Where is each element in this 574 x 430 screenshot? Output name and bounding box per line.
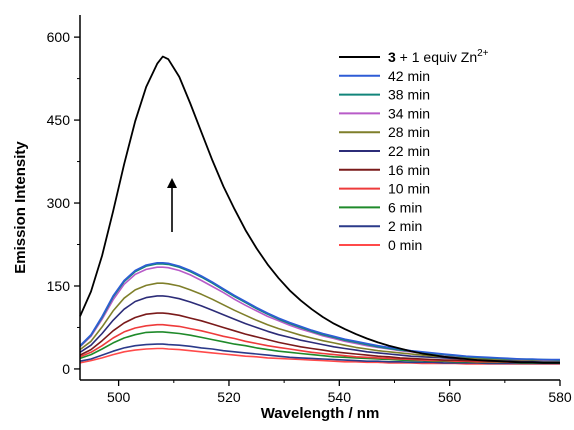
x-tick-label: 540 <box>328 389 352 405</box>
y-tick-label: 450 <box>47 112 71 128</box>
y-axis-title: Emission Intensity <box>12 141 29 274</box>
legend-label: 2 min <box>388 218 422 234</box>
arrow-head <box>167 178 177 188</box>
legend-label: 42 min <box>388 68 430 84</box>
x-tick-label: 500 <box>107 389 131 405</box>
increase-arrow <box>167 178 177 232</box>
x-tick-label: 560 <box>438 389 462 405</box>
series-line-1 <box>79 261 560 361</box>
legend-label: 16 min <box>388 162 430 178</box>
legend-label: 34 min <box>388 105 430 121</box>
legend: 3 + 1 equiv Zn2+ 42 min 38 min 34 min 28 min… <box>339 48 489 253</box>
series-line-10 <box>79 347 560 365</box>
legend-label: 22 min <box>388 143 430 159</box>
legend-label: 38 min <box>388 87 430 103</box>
x-tick-label: 520 <box>217 389 241 405</box>
legend-label: 0 min <box>388 237 422 253</box>
series-lines <box>79 55 561 365</box>
legend-label: 3 + 1 equiv Zn2+ <box>388 48 489 65</box>
legend-label: 28 min <box>388 124 430 140</box>
series-line-5 <box>79 295 560 363</box>
y-tick-label: 0 <box>62 361 70 377</box>
y-tick-label: 600 <box>47 29 71 45</box>
x-axis-title: Wavelength / nm <box>261 405 380 422</box>
series-line-7 <box>79 323 560 364</box>
y-tick-label: 150 <box>47 278 71 294</box>
series-line-0 <box>79 55 560 364</box>
axes: 500 520 540 560 580 0 150 300 450 600 <box>47 15 572 405</box>
series-line-4 <box>79 282 560 362</box>
legend-label: 6 min <box>388 199 422 215</box>
series-line-2 <box>79 263 561 361</box>
y-tick-label: 300 <box>47 195 71 211</box>
legend-label: 10 min <box>388 181 430 197</box>
x-tick-label: 580 <box>548 389 572 405</box>
